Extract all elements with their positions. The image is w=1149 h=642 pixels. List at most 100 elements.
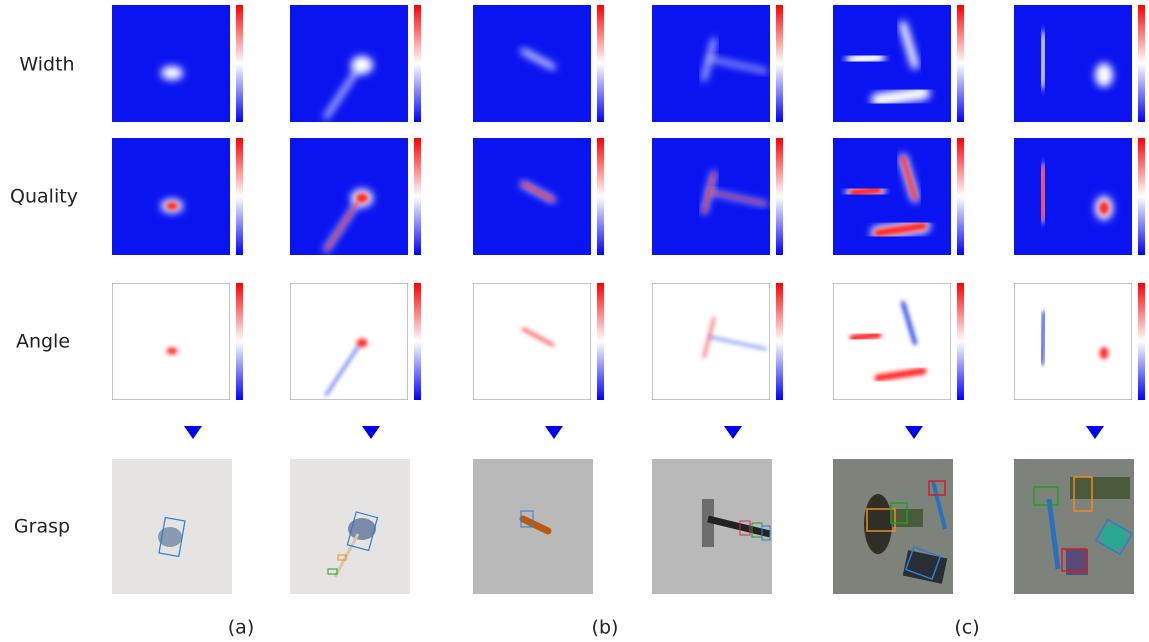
colorbar xyxy=(236,138,243,255)
panel-label: (b) xyxy=(592,617,619,639)
colorbar xyxy=(597,138,604,255)
heatmap xyxy=(290,5,421,122)
heatmap-bg xyxy=(1014,283,1132,400)
colorbar xyxy=(236,5,243,122)
figure-art xyxy=(112,5,1145,594)
heatmap xyxy=(833,138,964,255)
heatmap xyxy=(473,5,604,122)
blob xyxy=(1042,168,1044,218)
heatmap-bg xyxy=(290,5,408,122)
heatmap-content xyxy=(1014,283,1132,400)
heatmap-bg xyxy=(833,283,951,400)
photo-bg xyxy=(112,459,232,594)
arrow xyxy=(545,426,563,439)
heatmap-bg xyxy=(473,5,591,122)
heatmap-bg xyxy=(112,138,230,255)
heatmap xyxy=(290,138,421,255)
heatmap-content xyxy=(290,5,408,122)
heatmap-content xyxy=(290,283,408,400)
heatmap xyxy=(652,283,783,400)
colorbar xyxy=(414,138,421,255)
heatmap-content xyxy=(473,138,591,255)
heatmap xyxy=(1014,283,1145,400)
colorbar xyxy=(957,283,964,400)
heatmap xyxy=(112,283,243,400)
heatmap-bg xyxy=(290,283,408,400)
colorbar xyxy=(957,138,964,255)
heatmap-bg xyxy=(112,283,230,400)
photo xyxy=(290,459,410,594)
blob xyxy=(166,202,178,210)
heatmap-content xyxy=(652,283,770,400)
heatmap xyxy=(652,5,783,122)
blob xyxy=(1042,35,1044,85)
row-label: Angle xyxy=(16,331,70,353)
colorbar xyxy=(776,5,783,122)
colorbar xyxy=(1138,283,1145,400)
heatmap-content xyxy=(112,138,230,255)
colorbar xyxy=(1138,5,1145,122)
heatmap-bg xyxy=(1014,5,1132,122)
arrow xyxy=(724,426,742,439)
heatmap-bg xyxy=(290,138,408,255)
heatmap xyxy=(833,5,964,122)
heatmap-bg xyxy=(652,283,770,400)
colorbar xyxy=(776,138,783,255)
heatmap-content xyxy=(833,5,951,122)
heatmap-content xyxy=(652,5,770,122)
object xyxy=(1070,477,1130,499)
row-label: Width xyxy=(19,54,74,76)
colorbar xyxy=(597,283,604,400)
photo xyxy=(112,459,232,594)
heatmap xyxy=(652,138,783,255)
panel-label: (c) xyxy=(954,617,979,639)
heatmap xyxy=(290,283,421,400)
blob xyxy=(853,335,878,338)
arrow xyxy=(362,426,380,439)
figure: Width Quality Angle Grasp (a) (b) (c) xyxy=(0,0,1149,642)
blob xyxy=(1099,201,1109,214)
blob xyxy=(853,190,878,193)
heatmap-bg xyxy=(112,5,230,122)
heatmap-content xyxy=(290,138,408,255)
heatmap xyxy=(112,138,243,255)
colorbar xyxy=(1138,138,1145,255)
colorbar xyxy=(414,283,421,400)
blob xyxy=(1042,313,1044,363)
heatmap-content xyxy=(652,138,770,255)
blob xyxy=(853,57,878,60)
heatmap-bg xyxy=(652,138,770,255)
panel-label: (a) xyxy=(228,617,254,639)
heatmap xyxy=(833,283,964,400)
heatmap-content xyxy=(112,283,230,400)
heatmap xyxy=(1014,138,1145,255)
row-label: Quality xyxy=(10,186,78,208)
heatmap xyxy=(473,283,604,400)
blob xyxy=(1100,347,1109,359)
photo xyxy=(1014,459,1134,594)
heatmap-content xyxy=(833,283,951,400)
heatmap xyxy=(473,138,604,255)
heatmap-bg xyxy=(473,283,591,400)
arrow xyxy=(184,426,202,439)
colorbar xyxy=(597,5,604,122)
blob xyxy=(878,93,923,100)
heatmap xyxy=(112,5,243,122)
arrow xyxy=(905,426,923,439)
colorbar xyxy=(776,283,783,400)
photo xyxy=(833,459,953,594)
photo xyxy=(652,459,772,594)
heatmap-content xyxy=(833,138,951,255)
heatmap-content xyxy=(473,5,591,122)
heatmap-content xyxy=(473,283,591,400)
blob xyxy=(167,348,178,355)
heatmap xyxy=(1014,5,1145,122)
heatmap-bg xyxy=(652,5,770,122)
row-label: Grasp xyxy=(14,516,70,538)
heatmap-content xyxy=(1014,5,1132,122)
heatmap-bg xyxy=(473,138,591,255)
arrow xyxy=(1086,426,1104,439)
object xyxy=(864,494,892,554)
photo xyxy=(473,459,593,594)
colorbar xyxy=(236,283,243,400)
